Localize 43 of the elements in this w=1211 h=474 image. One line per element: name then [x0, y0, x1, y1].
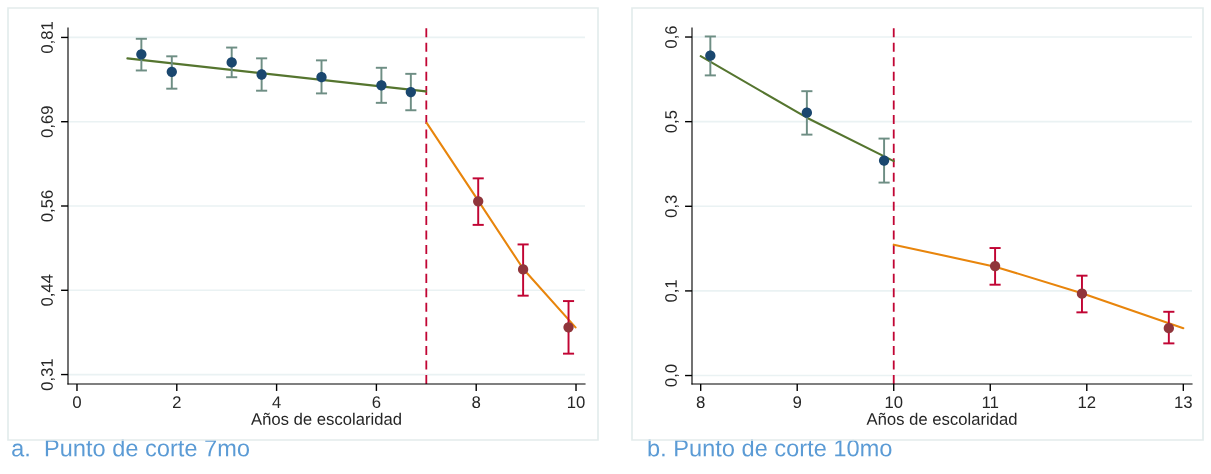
y-tick-label: 0,81 — [41, 22, 55, 54]
y-tick-label: 0,1 — [665, 280, 679, 302]
x-tick-label: 4 — [272, 396, 281, 408]
point — [256, 69, 267, 80]
point — [136, 49, 147, 60]
text: a. Punto de corte 7mo — [12, 439, 250, 457]
x-tick-label: 8 — [472, 396, 481, 409]
x-tick-label: 0 — [73, 396, 81, 409]
y-tick-label: 0,0 — [665, 364, 679, 387]
x-tick-label: 8 — [696, 396, 705, 409]
line-series — [892, 243, 1185, 330]
x-tick-label: 6 — [372, 396, 381, 409]
point — [878, 155, 890, 166]
text: b. Punto de corte 10mo — [648, 439, 892, 457]
point — [376, 80, 387, 91]
point — [473, 196, 484, 207]
x-axis-title: Años de escolaridad — [251, 412, 401, 425]
point — [989, 260, 1001, 272]
y-tick-label: 0,6 — [665, 26, 679, 48]
point — [1163, 323, 1174, 334]
y-tick-label: 0,44 — [41, 274, 55, 306]
y-tick-label: 0,5 — [665, 110, 679, 133]
point — [517, 264, 529, 275]
x-axis-title: Años de escolaridad — [866, 412, 1017, 425]
point — [705, 50, 716, 61]
point — [166, 66, 177, 77]
x-tick-label: 9 — [793, 396, 802, 409]
y-tick-label: 0,56 — [41, 190, 55, 222]
y-tick-label: 0,31 — [41, 359, 55, 391]
point — [801, 107, 813, 118]
point — [563, 322, 574, 333]
x-tick-label: 10 — [568, 396, 585, 409]
point — [316, 72, 327, 83]
x-tick-label: 12 — [1078, 396, 1096, 408]
x-tick-label: 2 — [172, 396, 181, 408]
x-tick-label: 10 — [885, 396, 903, 409]
x-tick-label: 11 — [982, 396, 999, 408]
x-tick-label: 13 — [1175, 396, 1192, 409]
point — [405, 86, 416, 98]
point — [226, 57, 237, 68]
point — [1076, 288, 1088, 299]
y-tick-label: 0,69 — [41, 106, 55, 138]
y-tick-label: 0,3 — [665, 195, 679, 218]
